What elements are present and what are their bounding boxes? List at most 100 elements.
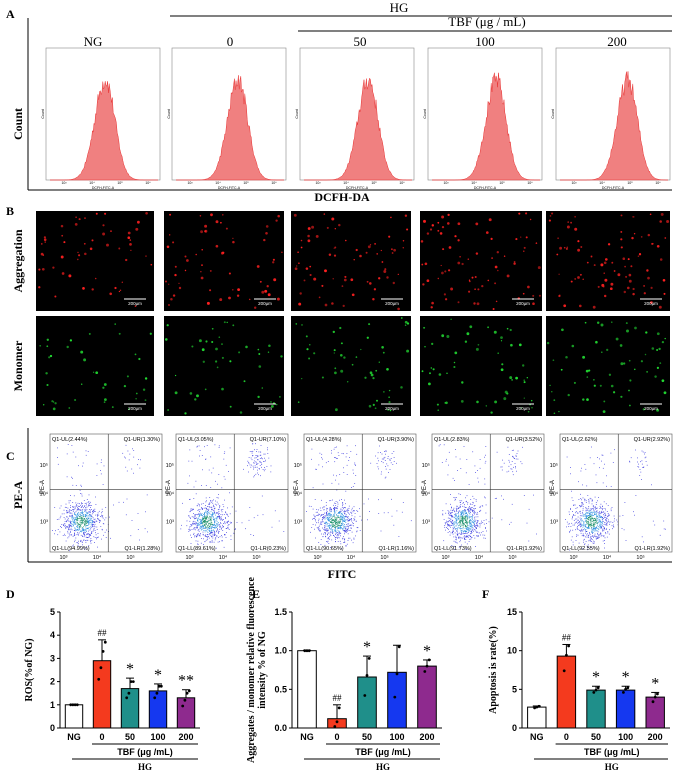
scatter-point xyxy=(87,511,89,513)
scatter-point xyxy=(64,525,66,527)
bar-50 xyxy=(120,688,140,729)
scatter-point xyxy=(477,477,479,479)
scatter-point xyxy=(226,528,228,529)
scatter-point xyxy=(227,527,229,529)
scatter-point xyxy=(88,536,90,538)
scatter-point xyxy=(81,520,82,521)
scatter-point xyxy=(332,526,334,527)
scatter-point xyxy=(566,456,568,458)
fluorescence-dot xyxy=(383,270,387,273)
data-point xyxy=(103,640,107,644)
scatter-point xyxy=(74,541,75,543)
fluorescence-dot xyxy=(372,376,375,380)
scatter-point xyxy=(593,511,594,513)
fluorescence-dot xyxy=(245,345,248,349)
scatter-point xyxy=(315,537,316,539)
scatter-point xyxy=(327,523,328,525)
scatter-point xyxy=(219,505,221,506)
fluorescence-dot xyxy=(134,305,137,307)
scatter-point xyxy=(75,537,77,539)
scatter-point xyxy=(87,537,89,538)
scatter-point xyxy=(451,516,453,517)
scatter-y-tick: 10⁴ xyxy=(422,490,431,497)
scatter-point xyxy=(326,541,327,542)
fluorescence-dot xyxy=(43,238,47,241)
scatter-point xyxy=(75,511,77,513)
scatter-point xyxy=(219,527,221,528)
scatter-point xyxy=(470,526,472,528)
scatter-point xyxy=(333,524,335,526)
scatter-point xyxy=(588,534,590,536)
scatter-point xyxy=(67,526,68,528)
scatter-point xyxy=(213,508,215,510)
scatter-point xyxy=(462,514,464,516)
scatter-point xyxy=(80,541,81,542)
scatter-point xyxy=(255,473,257,475)
scatter-point xyxy=(476,513,477,515)
panel-f-label: F xyxy=(482,587,489,601)
scatter-point xyxy=(612,522,614,523)
scatter-point xyxy=(322,519,323,521)
fluorescence-dot xyxy=(611,321,613,323)
scatter-point xyxy=(82,520,84,522)
scatter-point xyxy=(459,536,461,538)
scatter-point xyxy=(212,524,214,525)
scatter-point xyxy=(600,525,602,527)
scatter-point xyxy=(451,514,452,516)
scatter-point xyxy=(329,500,331,502)
scatter-point xyxy=(603,536,605,537)
fluorescence-dot xyxy=(165,280,167,283)
scatter-point xyxy=(283,531,285,532)
scatter-point xyxy=(261,462,262,464)
scatter-point xyxy=(95,504,97,505)
scatter-point xyxy=(442,510,444,512)
scatter-point xyxy=(387,458,389,459)
fluorescence-dot xyxy=(474,275,477,279)
scatter-point xyxy=(110,537,111,539)
scatter-x-tick: 10⁵ xyxy=(126,554,134,561)
fluorescence-dot xyxy=(307,227,311,230)
scatter-point xyxy=(467,503,468,505)
fluorescence-dot xyxy=(503,255,506,257)
scatter-point xyxy=(595,528,597,530)
scatter-point xyxy=(452,519,454,521)
scatter-point xyxy=(452,533,454,535)
scatter-point xyxy=(453,528,455,529)
scatter-point xyxy=(90,538,92,539)
fluorescence-dot xyxy=(389,409,392,412)
scatter-point xyxy=(341,515,343,517)
scatter-point xyxy=(69,529,71,531)
scatter-point xyxy=(576,528,578,530)
fluorescence-dot xyxy=(332,278,334,280)
fluorescence-dot xyxy=(331,217,335,221)
scatter-point xyxy=(465,532,467,534)
scatter-point xyxy=(220,514,222,515)
scatter-y-tick: 10⁴ xyxy=(166,490,175,497)
scatter-point xyxy=(501,519,503,521)
scatter-point xyxy=(347,519,349,521)
scatter-point xyxy=(462,520,464,522)
scatter-point xyxy=(462,517,464,518)
scatter-point xyxy=(208,528,210,529)
scatter-point xyxy=(462,521,463,523)
scatter-point xyxy=(210,500,212,501)
scatter-point xyxy=(344,531,346,532)
scatter-point xyxy=(261,464,263,465)
scatter-point xyxy=(200,519,202,521)
scatter-point xyxy=(574,504,576,506)
fluorescence-dot xyxy=(632,292,635,296)
scatter-point xyxy=(57,457,58,458)
fluorescence-dot xyxy=(215,347,218,351)
scatter-point xyxy=(606,523,608,524)
fluorescence-dot xyxy=(104,212,107,215)
fluorescence-image-r0-c2: 200μm xyxy=(291,211,411,311)
scatter-point xyxy=(598,514,599,516)
fluorescence-dot xyxy=(209,289,212,292)
data-point xyxy=(333,725,337,728)
scatter-point xyxy=(334,511,335,513)
scatter-point xyxy=(590,518,592,520)
scatter-point xyxy=(218,474,220,475)
scatter-point xyxy=(328,513,330,515)
scatter-point xyxy=(454,523,455,525)
scatter-point xyxy=(199,515,200,517)
